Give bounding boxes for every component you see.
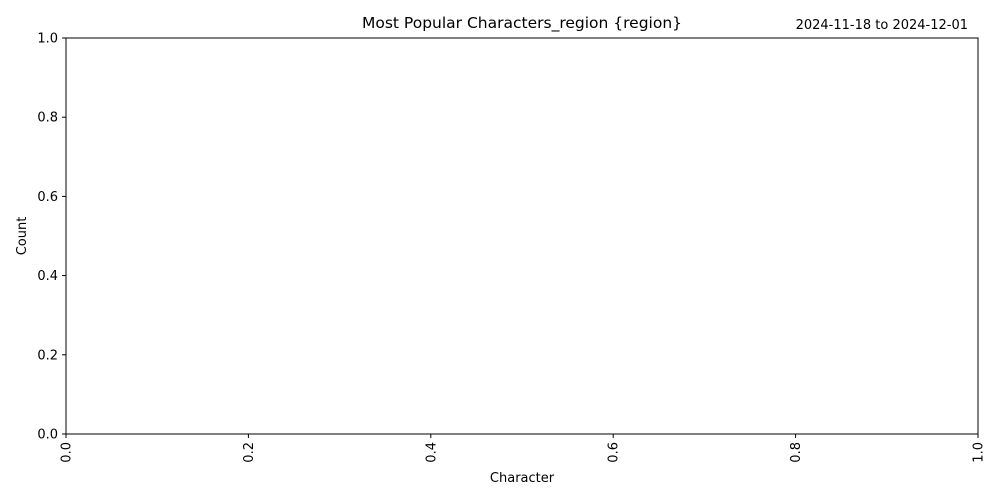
x-axis-label: Character [490, 471, 555, 486]
chart-title: Most Popular Characters_region {region} [362, 14, 682, 33]
y-tick-label: 0.0 [37, 428, 58, 443]
y-tick-label: 1.0 [37, 32, 58, 47]
x-tick-label: 0.2 [242, 442, 257, 463]
y-tick-label: 0.4 [37, 269, 58, 284]
x-tick-label: 0.6 [607, 442, 622, 463]
plot-area [66, 38, 978, 434]
y-tick-label: 0.6 [37, 190, 58, 205]
plot-frame [65, 37, 979, 435]
x-tick-label: 1.0 [972, 442, 987, 463]
date-range-subtitle: 2024-11-18 to 2024-12-01 [796, 18, 968, 33]
x-tick-label: 0.8 [789, 442, 804, 463]
y-axis-ticks: 0.0 0.2 0.4 0.6 0.8 1.0 [37, 32, 66, 443]
x-axis-ticks: 0.0 0.2 0.4 0.6 0.8 1.0 [60, 434, 987, 463]
y-tick-label: 0.8 [37, 111, 58, 126]
y-axis-label: Count [15, 217, 30, 256]
x-tick-label: 0.4 [424, 442, 439, 463]
x-tick-label: 0.0 [60, 442, 75, 463]
y-tick-label: 0.2 [37, 348, 58, 363]
